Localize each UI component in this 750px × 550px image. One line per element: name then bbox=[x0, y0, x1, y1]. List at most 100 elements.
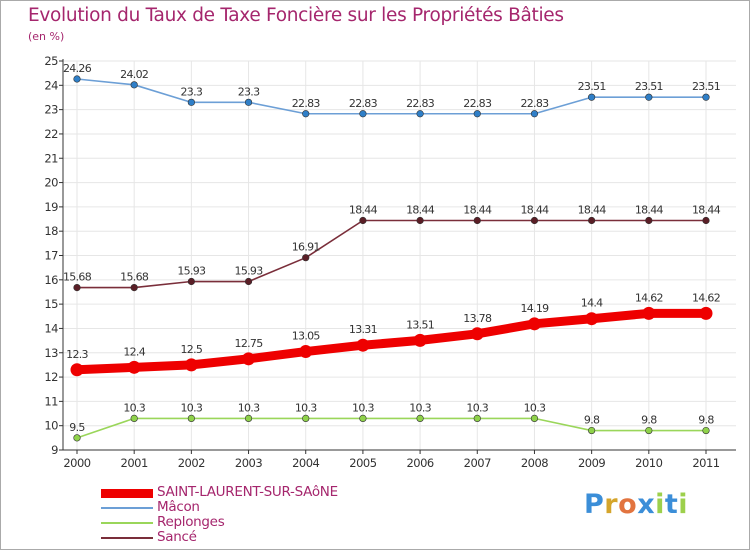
data-point bbox=[244, 98, 253, 106]
data-label: 18.44 bbox=[692, 203, 721, 216]
data-label: 9.8 bbox=[641, 414, 657, 427]
data-point bbox=[645, 216, 653, 225]
data-label: 15.68 bbox=[120, 271, 149, 284]
y-tick-label: 20 bbox=[44, 176, 58, 190]
x-tick-label: 2010 bbox=[635, 456, 662, 470]
series-line bbox=[76, 417, 707, 439]
data-label: 14.19 bbox=[520, 302, 549, 315]
data-point bbox=[127, 360, 141, 374]
data-point bbox=[299, 345, 313, 359]
data-point bbox=[187, 277, 195, 286]
data-label: 9.5 bbox=[69, 421, 85, 434]
y-tick-label: 16 bbox=[44, 273, 58, 287]
series-line bbox=[76, 219, 707, 289]
data-point bbox=[359, 216, 367, 225]
brand-letter: r bbox=[604, 489, 619, 520]
x-tick-label: 2007 bbox=[464, 456, 491, 470]
legend-swatch bbox=[101, 507, 153, 509]
data-label: 14.62 bbox=[692, 291, 720, 304]
data-point bbox=[413, 333, 427, 347]
data-label: 10.3 bbox=[123, 401, 145, 414]
data-point bbox=[187, 414, 195, 422]
x-tick-label: 2011 bbox=[692, 456, 719, 470]
brand-letter: i bbox=[678, 489, 689, 520]
data-label: 10.3 bbox=[524, 401, 546, 414]
data-label: 10.3 bbox=[466, 401, 488, 414]
data-label: 23.3 bbox=[238, 85, 260, 98]
data-label: 12.4 bbox=[123, 345, 145, 358]
y-tick-label: 13 bbox=[44, 346, 58, 360]
data-label: 10.3 bbox=[238, 401, 260, 414]
data-point bbox=[699, 306, 713, 320]
y-tick-label: 15 bbox=[44, 297, 58, 311]
data-point bbox=[184, 358, 198, 372]
data-point bbox=[302, 254, 310, 262]
x-tick-label: 2005 bbox=[349, 456, 376, 470]
x-tick-label: 2006 bbox=[406, 456, 433, 470]
data-point bbox=[588, 93, 596, 101]
data-label: 18.44 bbox=[520, 203, 549, 216]
data-point bbox=[702, 216, 710, 225]
series-line bbox=[72, 308, 711, 375]
data-label: 12.75 bbox=[235, 337, 264, 350]
legend-label: Sancé bbox=[157, 529, 197, 545]
data-label: 10.3 bbox=[409, 401, 431, 414]
data-point bbox=[702, 93, 710, 101]
y-tick-label: 18 bbox=[44, 224, 58, 238]
data-point bbox=[244, 414, 253, 422]
data-label: 22.83 bbox=[406, 97, 435, 110]
legend-label: Replonges bbox=[157, 514, 225, 530]
x-tick-label: 2001 bbox=[121, 456, 148, 470]
data-point bbox=[588, 426, 596, 435]
data-label: 15.93 bbox=[177, 265, 206, 278]
brand-logo: Proxiti bbox=[584, 489, 688, 520]
data-label: 18.44 bbox=[349, 203, 378, 216]
data-point bbox=[416, 216, 424, 225]
data-label: 24.26 bbox=[63, 62, 92, 75]
data-label: 9.8 bbox=[584, 414, 600, 427]
data-label: 14.4 bbox=[581, 297, 603, 310]
y-tick-label: 19 bbox=[44, 200, 58, 214]
legend-swatch bbox=[101, 522, 153, 524]
data-label: 13.51 bbox=[406, 318, 434, 331]
x-tick-label: 2002 bbox=[178, 456, 205, 470]
x-tick-label: 2000 bbox=[63, 456, 90, 470]
data-label: 10.3 bbox=[181, 401, 203, 414]
data-label: 22.83 bbox=[349, 97, 378, 110]
data-point bbox=[416, 110, 424, 118]
legend-swatch bbox=[101, 537, 153, 539]
data-point bbox=[130, 81, 138, 89]
data-label: 18.44 bbox=[406, 203, 435, 216]
data-label: 15.68 bbox=[63, 271, 92, 284]
y-tick-label: 17 bbox=[44, 249, 58, 263]
data-point bbox=[530, 110, 539, 118]
x-tick-label: 2009 bbox=[578, 456, 605, 470]
data-label: 22.83 bbox=[520, 97, 549, 110]
data-label: 10.3 bbox=[352, 401, 374, 414]
y-tick-label: 22 bbox=[44, 127, 58, 141]
data-point bbox=[645, 93, 653, 101]
data-label: 9.8 bbox=[698, 414, 714, 427]
series-line bbox=[76, 78, 707, 115]
y-tick-label: 25 bbox=[44, 54, 58, 68]
data-point bbox=[244, 277, 253, 286]
data-point bbox=[73, 75, 81, 83]
data-point bbox=[359, 110, 367, 118]
data-point bbox=[470, 327, 484, 341]
data-point bbox=[473, 216, 481, 225]
data-label: 23.51 bbox=[692, 80, 720, 93]
x-tick-label: 2008 bbox=[521, 456, 548, 470]
data-label: 13.05 bbox=[292, 330, 321, 343]
data-point bbox=[530, 216, 539, 225]
data-point bbox=[473, 110, 481, 118]
data-label: 18.44 bbox=[635, 203, 664, 216]
data-point bbox=[359, 414, 367, 422]
data-label: 10.3 bbox=[295, 401, 317, 414]
y-tick-label: 23 bbox=[44, 103, 58, 117]
data-label: 18.44 bbox=[578, 203, 607, 216]
brand-letter: i bbox=[655, 489, 665, 520]
data-label: 12.5 bbox=[181, 343, 203, 356]
x-tick-label: 2003 bbox=[235, 456, 262, 470]
data-point bbox=[588, 216, 596, 225]
